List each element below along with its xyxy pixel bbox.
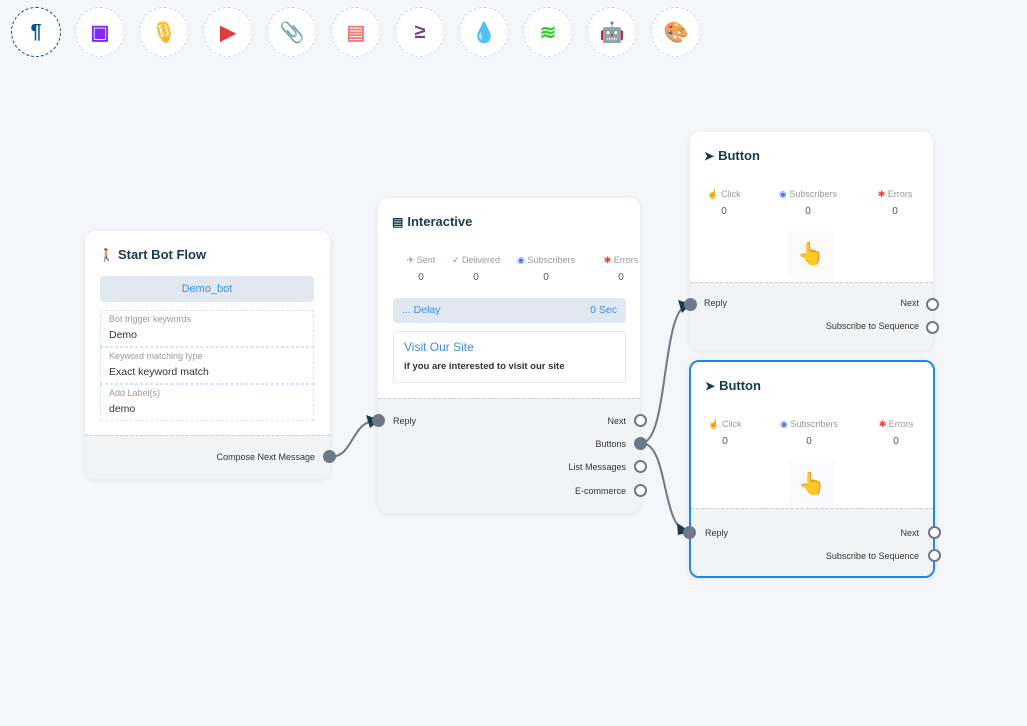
start-bot-flow-node[interactable]: 🚶 Start Bot Flow Demo_bot Bot trigger key… bbox=[85, 231, 330, 479]
stat-errors: ✱ Errors 0 bbox=[878, 419, 914, 447]
input-label: Reply bbox=[393, 416, 417, 426]
stat-click: ☝ Click 0 bbox=[707, 189, 741, 217]
input-port-reply[interactable] bbox=[683, 526, 696, 539]
greater-equal-tool-button[interactable]: ≥ bbox=[395, 7, 445, 57]
user-circle-icon: ◉ bbox=[779, 189, 787, 199]
stat-subscribers: ◉ Subscribers 0 bbox=[780, 419, 838, 447]
output-port-next[interactable] bbox=[634, 414, 647, 427]
cursor-icon: ➤ bbox=[704, 149, 715, 163]
stat-subscribers: ◉ Subscribers 0 bbox=[517, 255, 575, 283]
stack-icon: ≋ bbox=[539, 21, 557, 44]
robot-tool-button[interactable]: 🤖 bbox=[587, 7, 637, 57]
microphone-tool-button[interactable]: 🎙 bbox=[139, 7, 189, 57]
bot-name: Demo_bot bbox=[100, 276, 314, 302]
robot-icon: 🤖 bbox=[599, 21, 625, 44]
message-card[interactable]: Visit Our Site if you are interested to … bbox=[393, 331, 626, 383]
output-label: Buttons bbox=[595, 439, 626, 449]
greater-equal-icon: ≥ bbox=[414, 20, 426, 43]
hand-pointer-icon: ☝ bbox=[708, 419, 720, 429]
input-label: Reply bbox=[705, 528, 729, 538]
output-port-compose-next[interactable] bbox=[323, 450, 336, 463]
stat-errors: ✱ Errors 0 bbox=[603, 255, 639, 283]
stat-icon: ✓ bbox=[451, 255, 460, 265]
input-port-reply[interactable] bbox=[372, 414, 385, 427]
output-label: Subscribe to Sequence bbox=[825, 321, 919, 331]
image-icon: ▣ bbox=[90, 21, 110, 44]
node-title: Button bbox=[718, 148, 760, 163]
bug-icon: ✱ bbox=[877, 189, 886, 199]
node-title: Interactive bbox=[407, 214, 473, 229]
output-label: Next bbox=[900, 528, 919, 538]
input-port-reply[interactable] bbox=[684, 298, 697, 311]
node-title: Start Bot Flow bbox=[117, 247, 207, 262]
output-label: Next bbox=[900, 298, 919, 308]
connection-buttons-to-button1 bbox=[640, 303, 691, 444]
cursor-icon: ➤ bbox=[705, 379, 716, 393]
droplet-tool-button[interactable]: 💧 bbox=[459, 7, 509, 57]
stat-icon: ◉ bbox=[517, 255, 525, 265]
connection-buttons-to-button2 bbox=[640, 442, 691, 533]
stat-icon: ✱ bbox=[603, 255, 612, 265]
stat-icon: ✈ bbox=[406, 255, 415, 265]
paperclip-icon: 📎 bbox=[279, 21, 305, 44]
user-circle-icon: ◉ bbox=[780, 419, 788, 429]
field-trigger-keywords: Bot trigger keywords Demo bbox=[100, 310, 314, 347]
stat-errors: ✱ Errors 0 bbox=[877, 189, 913, 217]
youtube-icon: ▶ bbox=[220, 21, 236, 44]
field-matching-type: Keyword matching type Exact keyword match bbox=[100, 347, 314, 384]
output-label: Compose Next Message bbox=[216, 452, 315, 462]
output-port-ecommerce[interactable] bbox=[634, 484, 647, 497]
stack-tool-button[interactable]: ≋ bbox=[523, 7, 573, 57]
hand-click-icon: 👆 bbox=[789, 461, 835, 507]
output-port-subscribe-sequence[interactable] bbox=[928, 549, 941, 562]
output-label: List Messages bbox=[568, 462, 626, 472]
interactive-node[interactable]: ▤ Interactive ✈ Sent 0 ✓ Delivered 0 ◉ Subscr… bbox=[378, 198, 640, 513]
button-node[interactable]: ➤ Button ☝ Click 0 ◉ Subscribers 0 ✱ Errors 0 👆… bbox=[689, 360, 935, 578]
walking-icon: 🚶 bbox=[99, 248, 114, 262]
output-port-subscribe-sequence[interactable] bbox=[926, 321, 939, 334]
stat-subscribers: ◉ Subscribers 0 bbox=[779, 189, 837, 217]
hand-click-icon: 👆 bbox=[788, 231, 834, 277]
delay-bar[interactable]: ... Delay 0 Sec bbox=[393, 298, 626, 323]
card-text: if you are interested to visit our site bbox=[404, 361, 565, 372]
stat-click: ☝ Click 0 bbox=[708, 419, 742, 447]
youtube-tool-button[interactable]: ▶ bbox=[203, 7, 253, 57]
input-label: Reply bbox=[704, 298, 728, 308]
output-port-next[interactable] bbox=[928, 526, 941, 539]
output-label: Next bbox=[607, 416, 626, 426]
droplet-icon: 💧 bbox=[471, 21, 497, 44]
image-tool-button[interactable]: ▣ bbox=[75, 7, 125, 57]
card-title: Visit Our Site bbox=[404, 340, 474, 354]
output-port-next[interactable] bbox=[926, 298, 939, 311]
output-label: E-commerce bbox=[574, 486, 626, 496]
delay-label: ... Delay bbox=[402, 304, 441, 316]
paragraph-icon: ¶ bbox=[30, 20, 42, 43]
output-port-list-messages[interactable] bbox=[634, 460, 647, 473]
output-label: Subscribe to Sequence bbox=[825, 551, 919, 561]
stat-sent: ✈ Sent 0 bbox=[406, 255, 436, 283]
paperclip-tool-button[interactable]: 📎 bbox=[267, 7, 317, 57]
field-labels: Add Label(s) demo bbox=[100, 384, 314, 421]
button-node[interactable]: ➤ Button ☝ Click 0 ◉ Subscribers 0 ✱ Errors 0 👆… bbox=[690, 132, 933, 350]
palette-tool-button[interactable]: 🎨 bbox=[651, 7, 701, 57]
palette-icon: 🎨 bbox=[663, 21, 689, 44]
newspaper-icon: ▤ bbox=[392, 215, 404, 229]
paragraph-tool-button[interactable]: ¶ bbox=[11, 7, 61, 57]
microphone-icon: 🎙 bbox=[151, 21, 177, 44]
output-port-buttons[interactable] bbox=[634, 437, 647, 450]
newspaper-tool-button[interactable]: ▤ bbox=[331, 7, 381, 57]
node-title: Button bbox=[719, 378, 761, 393]
delay-value: 0 Sec bbox=[590, 304, 617, 316]
newspaper-icon: ▤ bbox=[346, 21, 366, 44]
stat-delivered: ✓ Delivered 0 bbox=[451, 255, 501, 283]
hand-pointer-icon: ☝ bbox=[707, 189, 719, 199]
bug-icon: ✱ bbox=[878, 419, 887, 429]
